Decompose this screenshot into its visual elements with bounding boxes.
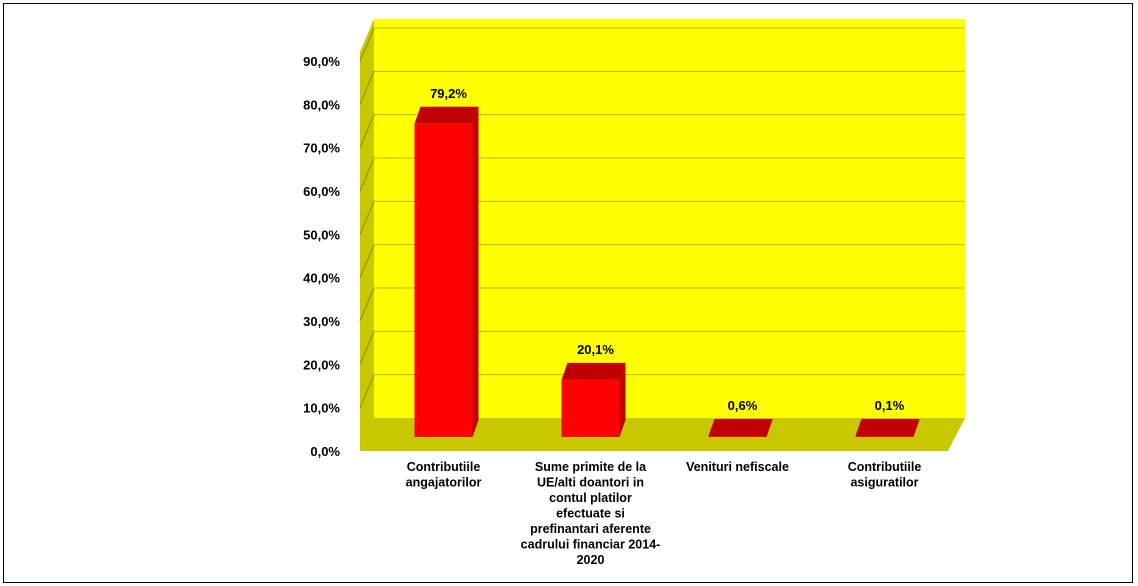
y-tick-label: 0,0%: [310, 444, 340, 459]
y-tick-label: 30,0%: [303, 314, 340, 329]
y-tick-label: 70,0%: [303, 141, 340, 156]
category-label: asiguratilor: [850, 476, 918, 490]
y-tick-label: 80,0%: [303, 97, 340, 112]
data-label: 0,6%: [728, 398, 758, 413]
data-label: 20,1%: [577, 342, 614, 357]
bar: [708, 436, 767, 437]
category-label: UE/alti doantori in: [537, 476, 644, 490]
gridline-side: [359, 331, 375, 365]
bar: [414, 123, 473, 438]
y-tick-label: 10,0%: [303, 401, 340, 416]
y-tick-label: 20,0%: [303, 357, 340, 372]
bar-side: [472, 106, 479, 438]
category-label: efectuate si: [556, 507, 625, 521]
category-label: Sume primite de la: [535, 460, 647, 474]
data-label: 79,2%: [430, 86, 467, 101]
gridline-side: [359, 244, 375, 278]
bar-side: [766, 419, 773, 437]
bar-chart: 0,0% 10,0% 20,0% 30,0% 40,0% 50,0% 60,0% 70,0% 8…: [303, 19, 965, 567]
chart-frame: 0,0% 10,0% 20,0% 30,0% 40,0% 50,0% 60,0% 70,0% 8…: [3, 3, 1133, 583]
y-tick-label: 50,0%: [303, 227, 340, 242]
side-wall: [360, 19, 374, 451]
bar-top: [561, 362, 626, 380]
gridline-side: [359, 201, 375, 235]
y-tick-label: 60,0%: [303, 184, 340, 199]
category-label: Contributiile: [848, 460, 922, 474]
y-tick-label: 90,0%: [303, 54, 340, 69]
bar-top: [414, 106, 479, 124]
bar: [855, 436, 914, 437]
gridline-side: [359, 157, 375, 192]
back-wall: [374, 19, 965, 418]
category-label: cadrului financiar 2014-: [521, 538, 661, 552]
gridline-side: [359, 71, 375, 105]
data-label: 0,1%: [875, 398, 905, 413]
floor: [360, 418, 965, 451]
gridline-side: [359, 374, 375, 408]
gridline-side: [359, 287, 375, 322]
y-tick-label: 40,0%: [303, 271, 340, 286]
category-label: angajatorilor: [406, 476, 482, 490]
category-label: prefinantari aferente: [530, 522, 651, 536]
category-label: 2020: [577, 553, 605, 567]
bar-side: [913, 419, 920, 437]
category-label: contul platilor: [549, 491, 632, 505]
bar: [561, 379, 620, 437]
gridline-side: [359, 114, 375, 148]
category-label: Venituri nefiscale: [686, 460, 789, 474]
gridline-side: [359, 27, 375, 62]
bar-top: [708, 419, 773, 436]
bar-top: [855, 419, 920, 436]
bar-side: [619, 362, 626, 437]
category-label: Contributiile: [407, 460, 481, 474]
